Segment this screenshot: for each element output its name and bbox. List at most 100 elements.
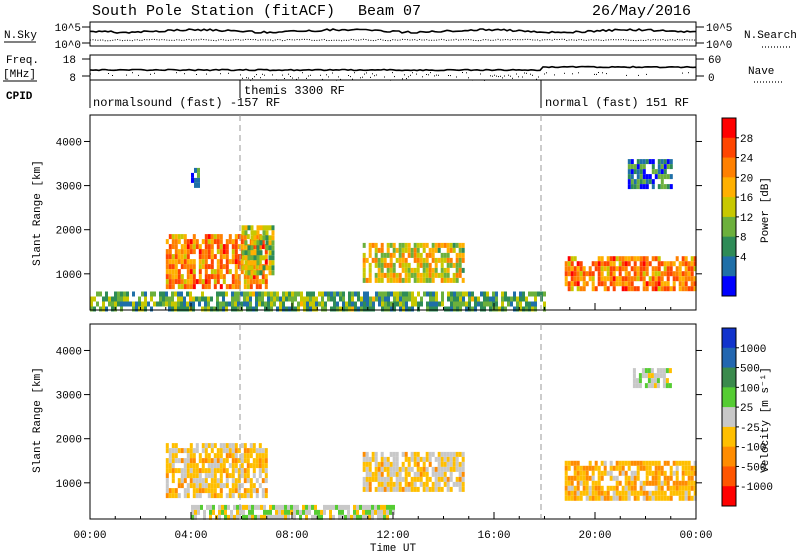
heatmap-cell [612, 266, 616, 272]
heatmap-cell [207, 244, 211, 250]
heatmap-cell [582, 271, 586, 277]
heatmap-cell [651, 256, 655, 262]
heatmap-cell [192, 284, 196, 290]
heatmap-cell [461, 456, 465, 462]
heatmap-cell [264, 488, 268, 494]
heatmap-cell [258, 483, 262, 489]
heatmap-cell [639, 465, 643, 471]
heatmap-cell [201, 463, 205, 469]
nave-point [638, 74, 639, 76]
heatmap-cell [666, 184, 670, 190]
heatmap-cell [237, 274, 241, 280]
heatmap-cell [195, 239, 199, 245]
nsearch-tick-low: 10^0 [706, 40, 732, 52]
heatmap-cell [120, 296, 123, 302]
heatmap-cell [662, 373, 666, 379]
heatmap-cell [234, 239, 238, 245]
heatmap-cell [250, 235, 254, 241]
heatmap-cell [465, 291, 468, 297]
nave-point [384, 76, 385, 78]
heatmap-cell [271, 260, 275, 266]
heatmap-cell [630, 485, 634, 491]
heatmap-cell [471, 306, 474, 312]
nave-point [340, 78, 341, 80]
heatmap-cell [519, 296, 522, 302]
heatmap-cell [657, 184, 661, 190]
heatmap-cell [216, 478, 220, 484]
heatmap-cell [428, 252, 432, 258]
heatmap-cell [271, 225, 275, 231]
heatmap-cell [644, 383, 648, 389]
heatmap-cell [434, 456, 438, 462]
heatmap-cell [582, 470, 586, 476]
heatmap-cell [480, 291, 483, 297]
heatmap-cell [207, 249, 211, 255]
heatmap-cell [210, 458, 214, 464]
heatmap-cell [207, 274, 211, 280]
heatmap-cell [256, 240, 260, 246]
heatmap-cell [431, 466, 435, 472]
nave-point [176, 72, 177, 74]
heatmap-cell [693, 276, 697, 282]
heatmap-cell [642, 261, 646, 267]
heatmap-cell [425, 252, 429, 258]
heatmap-cell [404, 466, 408, 472]
heatmap-cell [284, 509, 287, 515]
heatmap-cell [255, 478, 259, 484]
heatmap-cell [213, 453, 217, 459]
heatmap-cell [241, 255, 245, 261]
nave-point [284, 78, 285, 79]
heatmap-cell [347, 504, 350, 510]
heatmap-cell [357, 291, 360, 297]
heatmap-cell [186, 239, 190, 245]
heatmap-cell [218, 514, 221, 520]
heatmap-cell [371, 476, 375, 482]
nsky-tick-high: 10^5 [55, 23, 81, 35]
heatmap-cell [684, 271, 688, 277]
nave-point [228, 72, 229, 74]
heatmap-cell [386, 242, 390, 248]
nave-point [308, 75, 309, 77]
heatmap-cell [461, 267, 465, 273]
heatmap-cell [437, 476, 441, 482]
heatmap-cell [168, 269, 172, 275]
heatmap-cell [657, 490, 661, 496]
heatmap-cell [651, 470, 655, 476]
heatmap-cell [219, 269, 223, 275]
heatmap-cell [573, 475, 577, 481]
heatmap-cell [386, 466, 390, 472]
heatmap-cell [114, 301, 117, 307]
heatmap-cell [191, 177, 194, 183]
heatmap-cell [543, 291, 546, 297]
heatmap-cell [371, 451, 375, 457]
heatmap-cell [225, 239, 229, 245]
heatmap-cell [288, 296, 291, 302]
heatmap-cell [195, 448, 199, 454]
heatmap-cell [440, 461, 444, 467]
heatmap-cell [458, 481, 462, 487]
heatmap-cell [306, 291, 309, 297]
heatmap-cell [690, 485, 694, 491]
heatmap-cell [579, 475, 583, 481]
nave-point [688, 72, 689, 74]
cpid-mode-themis: themis 3300 RF [244, 84, 345, 98]
heatmap-cell [315, 301, 318, 307]
heatmap-cell [618, 261, 622, 267]
heatmap-cell [174, 244, 178, 250]
heatmap-cell [386, 509, 389, 515]
heatmap-cell [207, 458, 211, 464]
heatmap-cell [171, 301, 174, 307]
heatmap-cell [201, 443, 205, 449]
heatmap-cell [259, 235, 263, 241]
heatmap-cell [410, 267, 414, 273]
heatmap-cell [210, 254, 214, 260]
heatmap-cell [392, 242, 396, 248]
velocity-panel: 1000 2000 3000 4000 00:00 04:00 08:00 12… [32, 323, 713, 554]
heatmap-cell [672, 485, 676, 491]
nave-point [336, 79, 337, 81]
heatmap-cell [296, 504, 299, 510]
heatmap-cell [632, 378, 636, 384]
heatmap-cell [320, 514, 323, 520]
heatmap-cell [657, 261, 661, 267]
heatmap-cell [318, 301, 321, 307]
